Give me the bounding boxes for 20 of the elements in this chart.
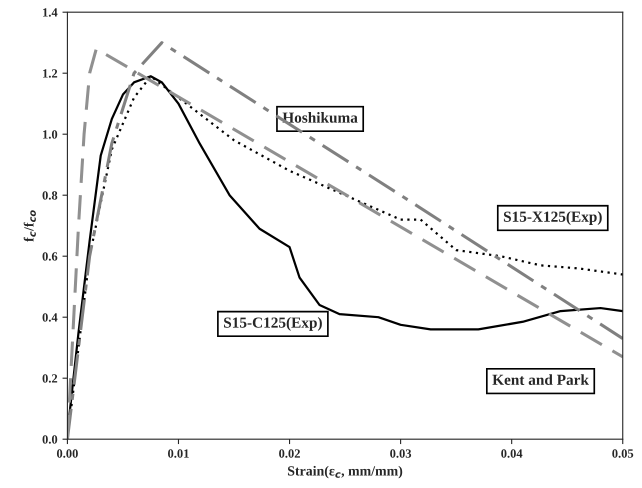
x-tick-label: 0.03: [390, 449, 412, 458]
y-tick-label: 1.2: [43, 69, 58, 78]
annotation: Hoshikuma: [282, 112, 358, 123]
x-tick-label: 0.01: [168, 449, 189, 458]
x-tick-label: 0.04: [501, 449, 522, 458]
annotation: S15-X125(Exp): [504, 211, 602, 225]
annotation: S15-C125(Exp): [224, 316, 322, 331]
y-tick-label: 0.2: [42, 374, 58, 383]
y-tick-label: 0.6: [42, 252, 58, 261]
annotation: Kent and Park: [492, 374, 589, 385]
x-axis-title: Strain(ε$_{c}$, mm/mm): [288, 466, 402, 478]
y-tick-label: 1.0: [43, 130, 58, 139]
y-tick-label: 0.0: [42, 435, 58, 444]
y-axis-title: f$_{c}$/f$_{co}$: [24, 210, 36, 242]
y-tick-label: 1.4: [43, 8, 58, 17]
y-tick-label: 0.4: [42, 313, 58, 322]
y-tick-label: 0.8: [42, 191, 58, 200]
x-tick-label: 0.05: [612, 449, 634, 458]
x-tick-label: 0.02: [279, 449, 300, 458]
x-tick-label: 0.00: [56, 449, 78, 458]
